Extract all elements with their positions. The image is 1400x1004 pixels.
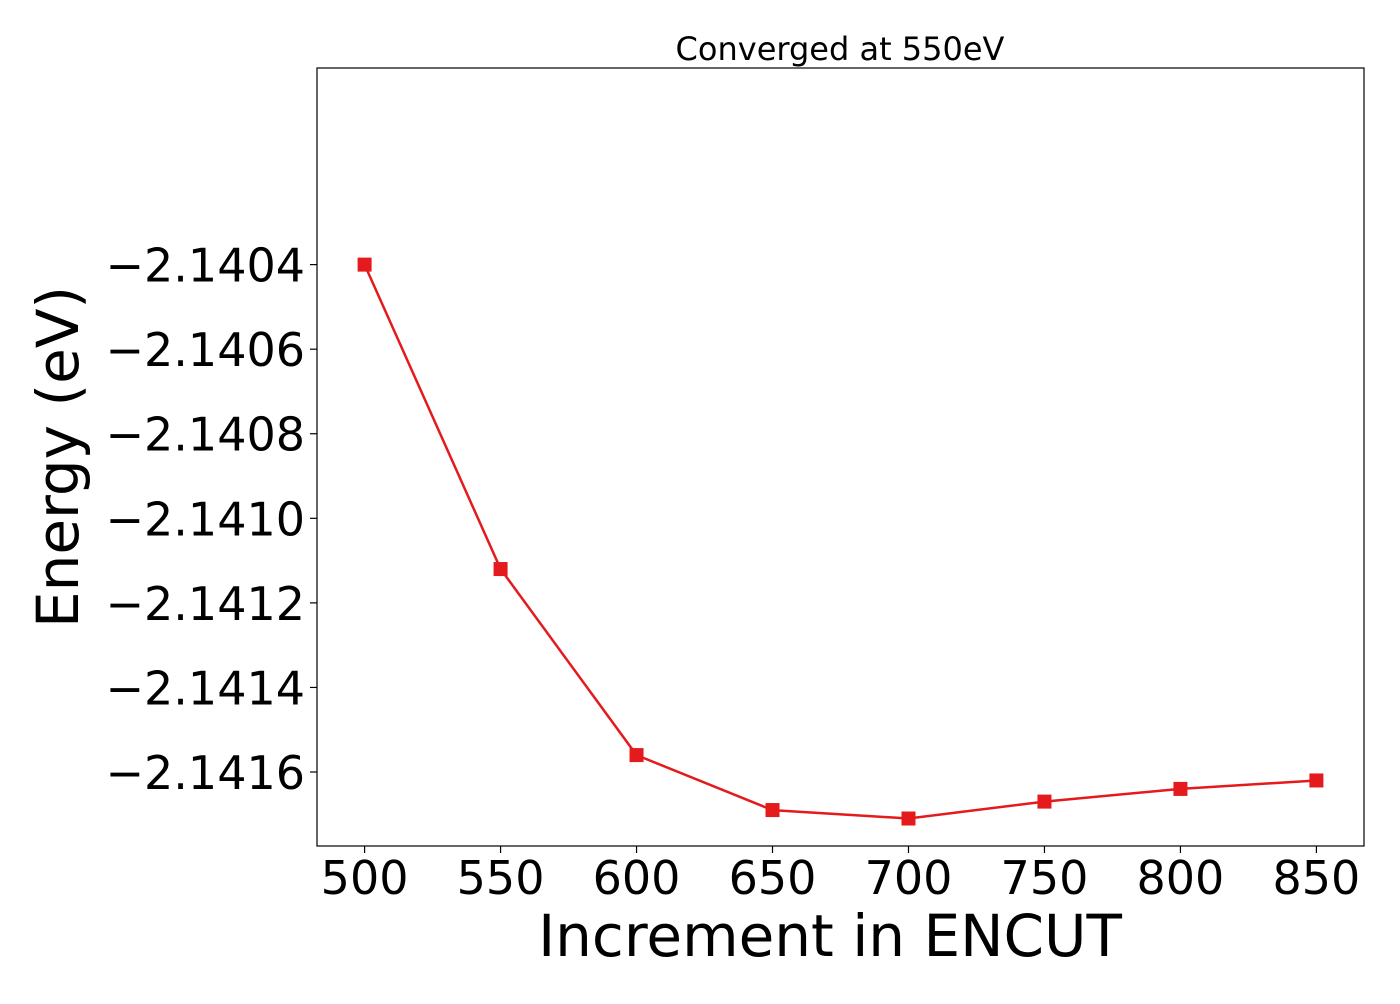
data-point: [493, 562, 508, 577]
series-line: [363, 264, 1317, 820]
y-tick-label: −2.1410: [106, 492, 306, 546]
x-tick-label: 800: [1137, 851, 1225, 905]
data-point: [765, 803, 780, 818]
x-tick-label: 650: [729, 851, 817, 905]
plot-area: [357, 257, 1324, 826]
y-tick-label: −2.1416: [106, 746, 306, 800]
data-point: [629, 748, 644, 763]
y-tick-label: −2.1412: [106, 577, 306, 631]
y-axis-label: Energy (eV): [24, 286, 92, 628]
chart-title: Converged at 550eV: [676, 30, 1005, 68]
data-point: [901, 811, 916, 826]
x-tick-label: 600: [593, 851, 681, 905]
axes-frame: [316, 67, 1365, 847]
x-axis: 500 550 600 650 700 750 800 850: [321, 846, 1361, 905]
data-point: [1037, 794, 1052, 809]
y-tick-label: −2.1408: [106, 408, 306, 462]
y-tick-label: −2.1414: [106, 661, 306, 715]
x-axis-label: Increment in ENCUT: [538, 902, 1122, 970]
x-tick-label: 850: [1273, 851, 1361, 905]
y-axis: −2.1404 −2.1406 −2.1408 −2.1410 −2.1412 −2.14…: [106, 239, 317, 800]
x-tick-label: 550: [457, 851, 545, 905]
x-tick-label: 500: [321, 851, 409, 905]
x-tick-label: 750: [1001, 851, 1089, 905]
data-point: [1173, 781, 1188, 796]
data-point: [357, 257, 372, 272]
y-tick-label: −2.1406: [106, 323, 306, 377]
x-tick-label: 700: [865, 851, 953, 905]
y-tick-label: −2.1404: [106, 239, 306, 293]
data-point: [1309, 773, 1324, 788]
